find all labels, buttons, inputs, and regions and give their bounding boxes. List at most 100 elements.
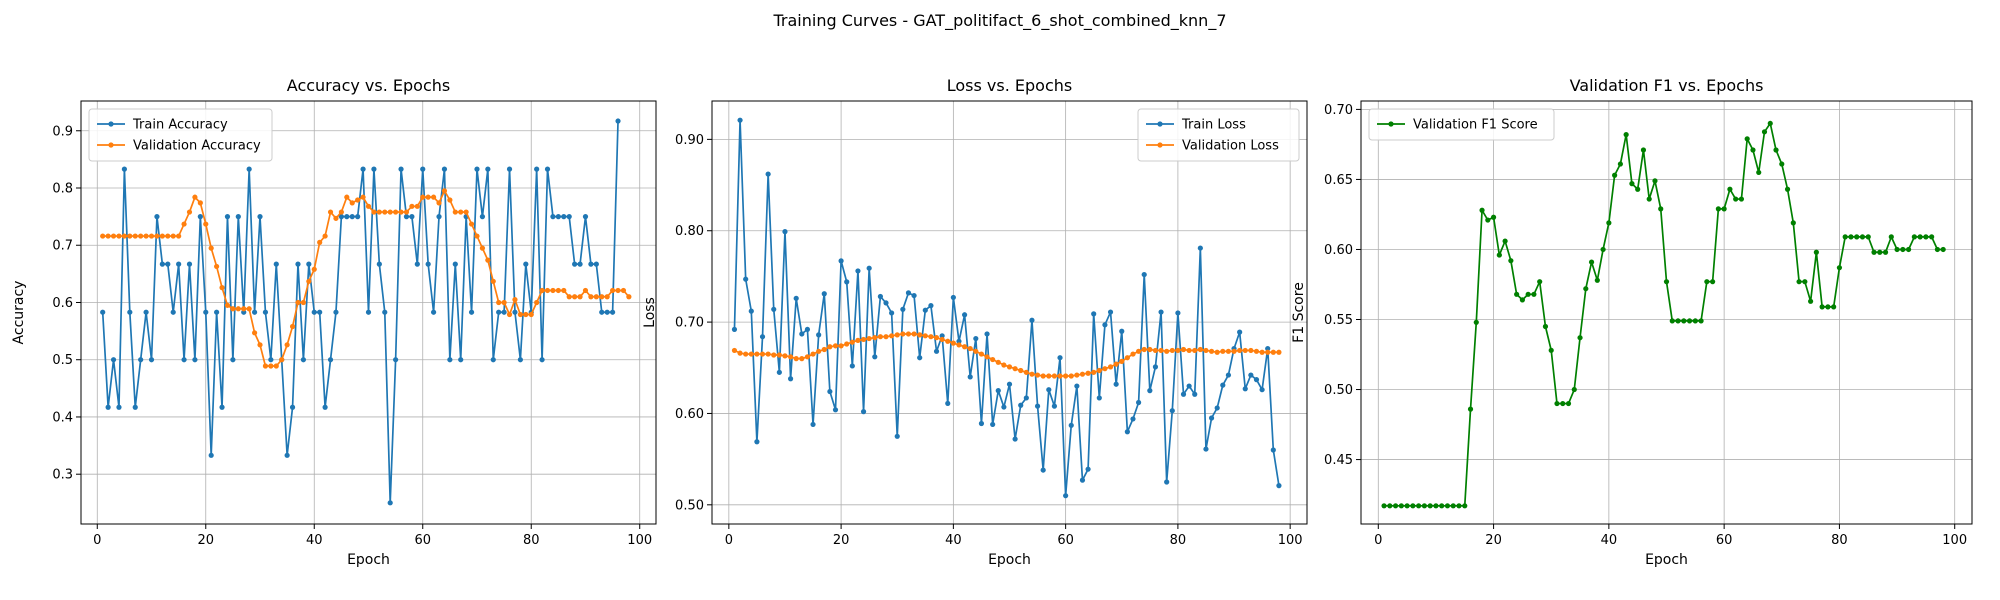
data-point [300,299,307,306]
data-point [1253,348,1260,354]
data-point [1074,372,1080,378]
data-point [1802,279,1808,285]
data-point [371,166,377,172]
data-point [333,215,339,221]
data-point [1894,246,1900,253]
data-point [317,309,323,315]
data-point [1079,371,1086,377]
data-point [855,268,861,274]
data-point [771,352,777,358]
data-point [1068,422,1074,428]
data-point [268,357,274,363]
data-point [1490,214,1497,220]
data-point [816,332,822,338]
data-point [990,356,996,363]
data-point [1842,234,1848,240]
series-validation-f1-score [1381,120,1946,509]
legend-label: Validation Loss [1182,139,1279,154]
y-tick-label: 0.60 [1324,243,1353,258]
data-point [414,261,420,267]
data-point [1479,207,1485,213]
data-point [894,332,900,338]
data-point [793,295,799,301]
data-point [1253,377,1260,383]
data-point [322,233,328,239]
series-line [102,190,630,367]
data-point [284,342,290,348]
data-point [1248,372,1254,378]
data-point [382,209,388,215]
data-point [148,357,155,363]
data-point [1588,259,1595,265]
data-point [1192,391,1198,397]
chart-panel-1: 0 20 40 60 80 100 0.3 0.4 0.5 0.6 0.7 0.8 0.9 Accurac… [11,76,657,568]
data-point [479,214,486,220]
data-point [165,233,171,239]
x-tick-label: 80 [1170,533,1187,548]
data-point [1675,318,1681,324]
data-point [984,354,990,360]
data-point [1186,347,1192,354]
data-point [512,309,518,315]
data-point [626,294,632,300]
data-point [1220,348,1226,354]
data-point [1583,286,1589,292]
x-tick-label: 0 [1374,533,1382,548]
figure-suptitle: Training Curves - GAT_politifact_6_shot_… [773,11,1227,31]
data-point [110,357,117,363]
x-tick-label: 40 [1601,533,1618,548]
data-point [844,279,850,285]
data-point [154,233,160,239]
data-point [208,452,214,458]
data-point [127,309,133,315]
data-point [956,342,962,348]
data-point [1727,186,1733,192]
data-point [463,209,469,215]
data-point [1537,279,1543,285]
data-point [1085,466,1091,472]
data-point [1767,120,1773,127]
chart-panel-2: 0 20 40 60 80 100 0.50 0.60 0.70 0.80 0.90 Loss vs.… [642,76,1308,568]
data-point [387,209,393,215]
data-point [967,345,973,352]
data-point [1669,318,1675,324]
data-point [866,335,872,342]
y-tick-label: 0.90 [675,133,704,148]
chart-title: Loss vs. Epochs [947,76,1072,95]
data-point [1923,234,1929,240]
data-point [1130,351,1136,357]
data-point [235,306,241,312]
data-point [235,214,241,220]
data-point [978,420,985,427]
data-point [1911,234,1917,240]
data-point [1063,493,1069,499]
data-point [1825,304,1831,310]
data-point [349,200,355,206]
data-point [539,357,545,363]
legend-box [1368,108,1555,141]
data-point [1085,370,1091,376]
data-point [306,261,312,267]
data-point [787,376,794,382]
data-point [1023,395,1029,401]
data-point [1265,345,1271,352]
data-point [148,233,155,239]
data-point [544,287,551,294]
data-point [1096,367,1102,374]
data-point [1164,479,1170,485]
data-point [978,351,985,357]
data-point [197,214,203,220]
data-point [1710,279,1716,285]
data-point [872,354,878,360]
data-point [1040,467,1046,473]
data-point [588,294,594,300]
data-point [1565,400,1572,407]
data-point [1119,358,1125,364]
data-point [561,214,567,220]
data-point [393,357,399,363]
data-point [1865,234,1871,240]
data-point [1721,206,1727,212]
data-point [1006,364,1013,370]
data-point [105,404,111,410]
data-point [593,261,599,267]
